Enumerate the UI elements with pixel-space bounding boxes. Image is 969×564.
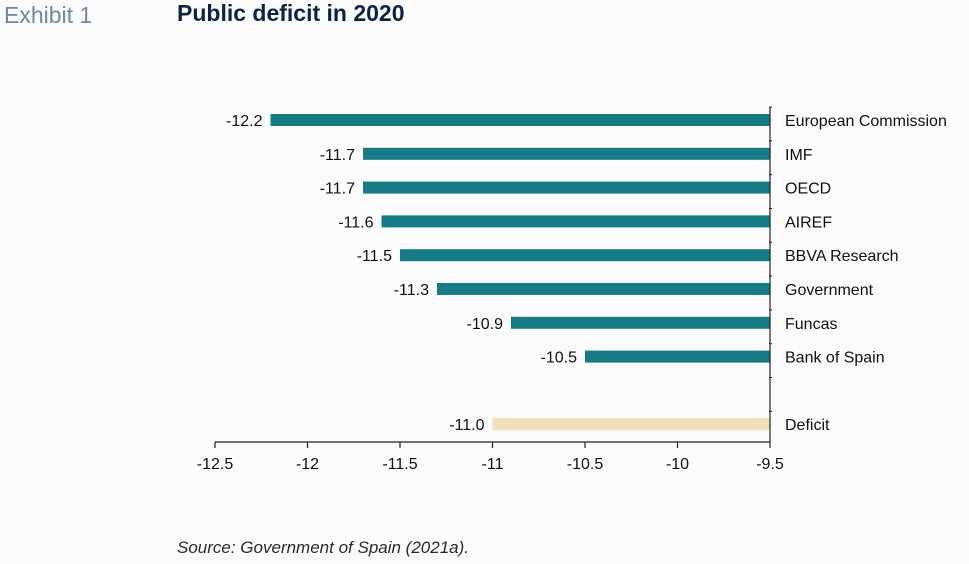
bar-deficit [492,418,770,431]
x-tick-label: -10.5 [567,456,604,473]
category-label-bbva-research: BBVA Research [785,248,899,265]
bar-funcas [511,316,770,329]
category-label-deficit: Deficit [785,417,830,434]
data-label-bbva-research: -11.5 [357,248,392,265]
bar-bbva-research [400,249,770,262]
data-label-airef: -11.6 [338,214,373,231]
category-label-funcas: Funcas [785,316,837,333]
x-tick-label: -10 [666,456,689,473]
bar-oecd [363,181,770,194]
x-tick-label: -11 [482,456,504,473]
bar-government [437,283,770,295]
x-tick-label: -12 [296,456,319,473]
data-label-deficit: -11.0 [449,417,484,434]
data-label-european-commission: -12.2 [226,113,263,130]
data-label-bank-of-spain: -10.5 [541,350,578,367]
x-tick-label: -11.5 [382,456,417,473]
bar-bank-of-spain [585,350,770,363]
category-label-airef: AIREF [785,214,832,231]
category-label-government: Government [785,282,874,299]
chart-title: Public deficit in 2020 [177,0,405,26]
bar-european-commission [270,114,770,126]
x-tick-label: -12.5 [197,456,234,473]
axis-layer: European Commission IMF OECD AIREF BBVA Rese… [197,106,947,473]
source-note: Source: Government of Spain (2021a). [177,538,469,557]
data-label-funcas: -10.9 [467,316,504,333]
data-label-government: -11.3 [394,282,429,299]
category-label-european-commission: European Commission [785,113,947,130]
category-label-bank-of-spain: Bank of Spain [785,350,885,367]
category-label-oecd: OECD [785,181,831,198]
x-tick-label: -9.5 [756,456,784,473]
category-label-imf: IMF [785,147,813,164]
bar-imf [363,147,770,160]
exhibit-label: Exhibit 1 [4,2,93,28]
data-label-imf: -11.7 [320,147,355,164]
bars-layer: -12.2 -11.7 -11.7 -11.6 -11.5-11.3 -10.9 -10.5… [226,113,770,434]
data-label-oecd: -11.7 [320,181,355,198]
bar-airef [381,215,770,228]
